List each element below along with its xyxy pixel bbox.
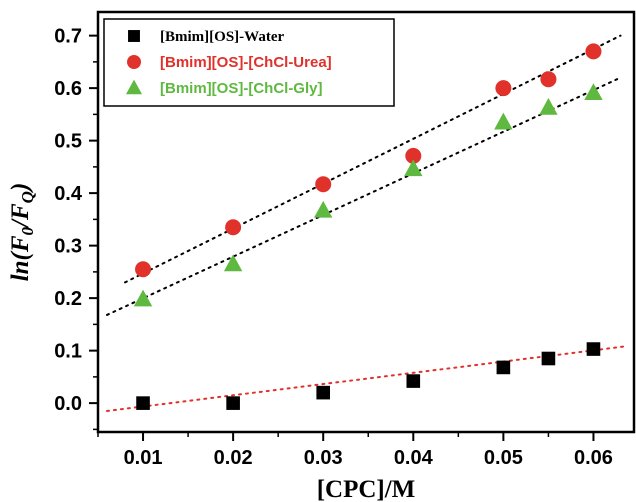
data-point-square <box>496 360 511 375</box>
x-axis-title: [CPC]/M <box>317 476 416 502</box>
data-markers <box>133 43 603 410</box>
plot-frame <box>96 10 636 434</box>
data-point-triangle <box>494 112 513 130</box>
data-point-triangle <box>584 83 603 101</box>
y-tick-label: 0.4 <box>54 183 83 205</box>
data-point-square <box>586 342 601 356</box>
tick-labels: 0.01 0.02 0.03 0.04 0.05 0.06 0.0 0.1 0.2 0.3 0.4 0… <box>54 26 613 469</box>
legend-box <box>103 18 395 107</box>
data-point-square <box>128 30 140 42</box>
data-point-triangle <box>539 97 558 115</box>
data-point-triangle <box>404 159 423 177</box>
y-tick-label: 0.6 <box>54 78 82 100</box>
data-point-circle <box>585 43 602 60</box>
x-tick-label: 0.02 <box>214 447 253 469</box>
data-point-circle <box>135 261 152 278</box>
data-point-circle <box>315 176 332 193</box>
fit-line <box>106 76 622 316</box>
x-tick-label: 0.03 <box>304 447 343 469</box>
data-point-square <box>136 396 150 410</box>
y-tick-label: 0.7 <box>54 26 82 48</box>
data-point-triangle <box>223 254 243 272</box>
data-point-triangle <box>125 79 143 95</box>
y-tick-label: 0.5 <box>54 131 82 153</box>
data-point-square <box>316 385 331 400</box>
data-point-triangle <box>133 289 153 307</box>
x-tick-label: 0.06 <box>574 447 613 469</box>
legend: [Bmim][OS]-Water [Bmim][OS]-[ChCl-Urea] [B… <box>103 18 395 107</box>
y-tick-label: 0.3 <box>54 236 82 258</box>
legend-label: [Bmim][OS]-[ChCl-Urea] <box>160 54 332 71</box>
fit-lines <box>106 34 626 412</box>
data-point-square <box>226 396 240 410</box>
y-tick-label: 0.0 <box>54 393 82 415</box>
y-tick-label: 0.2 <box>54 288 82 310</box>
x-tick-label: 0.05 <box>484 447 523 469</box>
data-point-triangle <box>314 200 333 218</box>
fit-line <box>124 34 622 284</box>
x-tick-label: 0.04 <box>394 447 434 469</box>
data-point-square <box>541 351 556 366</box>
data-point-circle <box>225 219 242 236</box>
y-tick-label: 0.1 <box>54 341 82 363</box>
data-point-circle <box>127 55 141 69</box>
data-point-circle <box>540 71 557 88</box>
data-point-circle <box>495 80 512 97</box>
x-tick-label: 0.01 <box>124 447 163 469</box>
legend-label: [Bmim][OS]-Water <box>160 29 284 45</box>
fit-line <box>106 345 626 412</box>
data-point-square <box>406 374 421 388</box>
y-axis-title: ln(F0/FQ) <box>7 183 37 282</box>
data-point-circle <box>405 147 422 164</box>
legend-label: [Bmim][OS]-[ChCl-Gly] <box>160 80 322 97</box>
